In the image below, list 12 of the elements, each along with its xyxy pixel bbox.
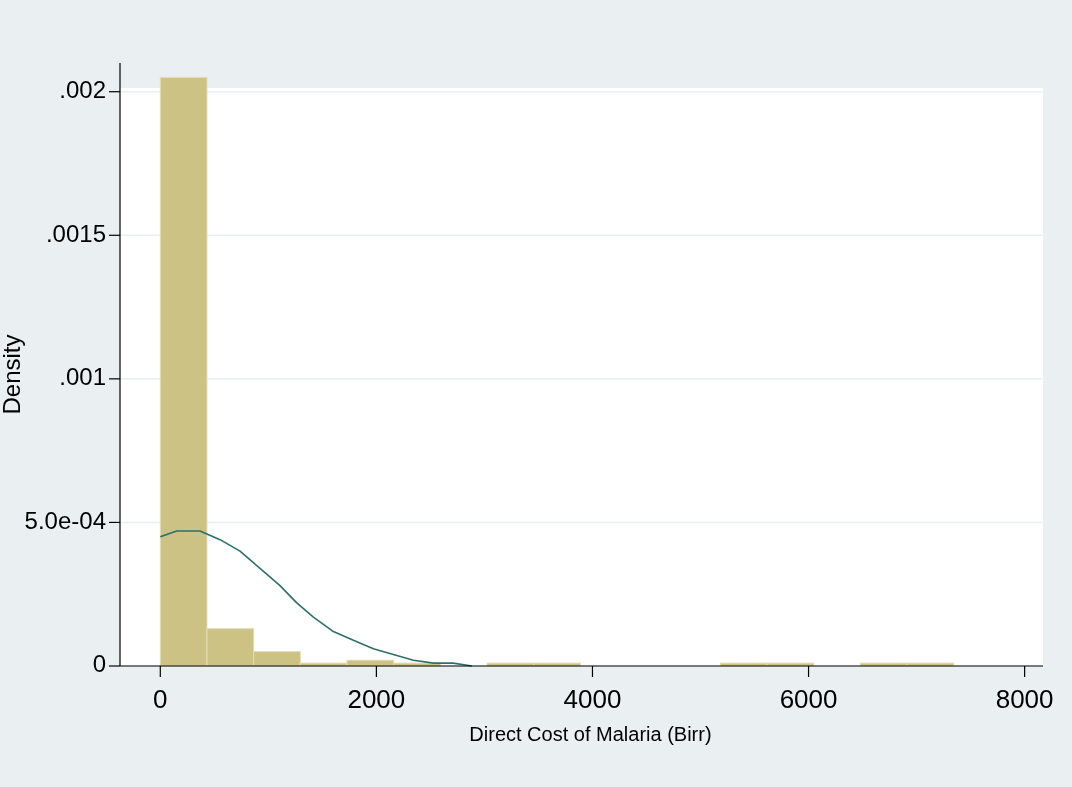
y-axis-title: Density [0,334,25,415]
y-tick-label: .001 [59,363,106,391]
x-axis-title: Direct Cost of Malaria (Birr) [469,723,712,745]
y-tick-label: .0015 [45,219,106,247]
x-tick-label: 6000 [779,684,838,714]
x-tick-label: 0 [153,684,168,714]
x-tick-label: 2000 [347,684,406,714]
y-tick-label: .002 [59,76,106,104]
y-tick-label: 5.0e-04 [24,506,106,534]
y-tick-label: 0 [92,650,106,678]
x-tick-label: 8000 [995,684,1054,714]
x-tick-label: 4000 [563,684,622,714]
